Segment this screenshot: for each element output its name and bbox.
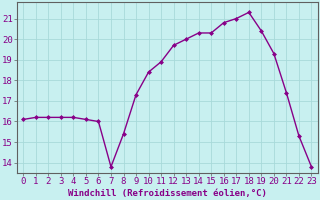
X-axis label: Windchill (Refroidissement éolien,°C): Windchill (Refroidissement éolien,°C) [68, 189, 267, 198]
